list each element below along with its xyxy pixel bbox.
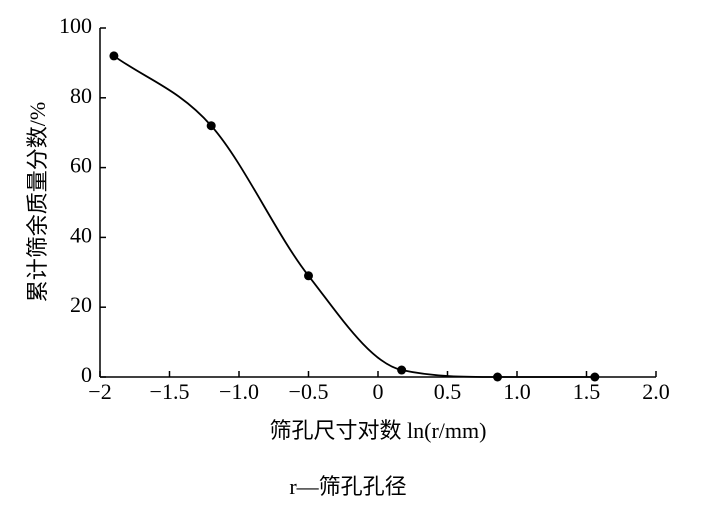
x-tick-label: −0.5 xyxy=(289,379,329,404)
y-axis-title: 累计筛余质量分数/% xyxy=(25,102,50,302)
x-axis-title: 筛孔尺寸对数 ln(r/mm) xyxy=(270,418,487,443)
point xyxy=(304,271,313,281)
y-tick-label: 0 xyxy=(81,362,92,387)
caption: r—筛孔孔径 xyxy=(289,474,406,499)
point xyxy=(206,121,216,131)
y-tick-label: 60 xyxy=(70,153,92,178)
x-tick-label: 0.5 xyxy=(434,379,462,404)
y-tick-label: 80 xyxy=(70,83,92,108)
y-tick-label: 40 xyxy=(70,222,92,247)
x-tick-label: 2.0 xyxy=(642,379,670,404)
x-tick-label: −1.5 xyxy=(150,379,190,404)
point xyxy=(397,365,407,375)
point xyxy=(109,51,119,61)
point xyxy=(590,372,600,382)
point xyxy=(493,372,503,382)
x-tick-label: 1.5 xyxy=(573,379,601,404)
x-tick-label: 1.0 xyxy=(503,379,531,404)
y-tick-label: 20 xyxy=(70,292,92,317)
x-tick-label: −1.0 xyxy=(219,379,259,404)
y-tick-label: 100 xyxy=(59,13,92,38)
x-tick-label: −2 xyxy=(88,379,111,404)
x-tick-label: 0 xyxy=(373,379,384,404)
line xyxy=(113,55,595,378)
